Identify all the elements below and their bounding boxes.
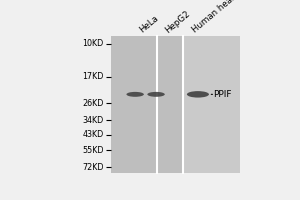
- Ellipse shape: [147, 92, 165, 97]
- Text: 26KD: 26KD: [82, 99, 104, 108]
- Text: Human heart: Human heart: [191, 0, 240, 35]
- Bar: [183, 36, 240, 173]
- Text: HeLa: HeLa: [137, 14, 160, 35]
- Text: 55KD: 55KD: [82, 146, 104, 155]
- Bar: [111, 36, 183, 173]
- Text: HepG2: HepG2: [163, 9, 192, 35]
- Text: 72KD: 72KD: [82, 163, 104, 172]
- Ellipse shape: [187, 91, 209, 98]
- Text: PPIF: PPIF: [214, 90, 232, 99]
- Text: 34KD: 34KD: [82, 116, 104, 125]
- Text: 17KD: 17KD: [82, 72, 104, 81]
- Text: 43KD: 43KD: [82, 130, 104, 139]
- Ellipse shape: [126, 92, 144, 97]
- Text: 10KD: 10KD: [82, 39, 104, 48]
